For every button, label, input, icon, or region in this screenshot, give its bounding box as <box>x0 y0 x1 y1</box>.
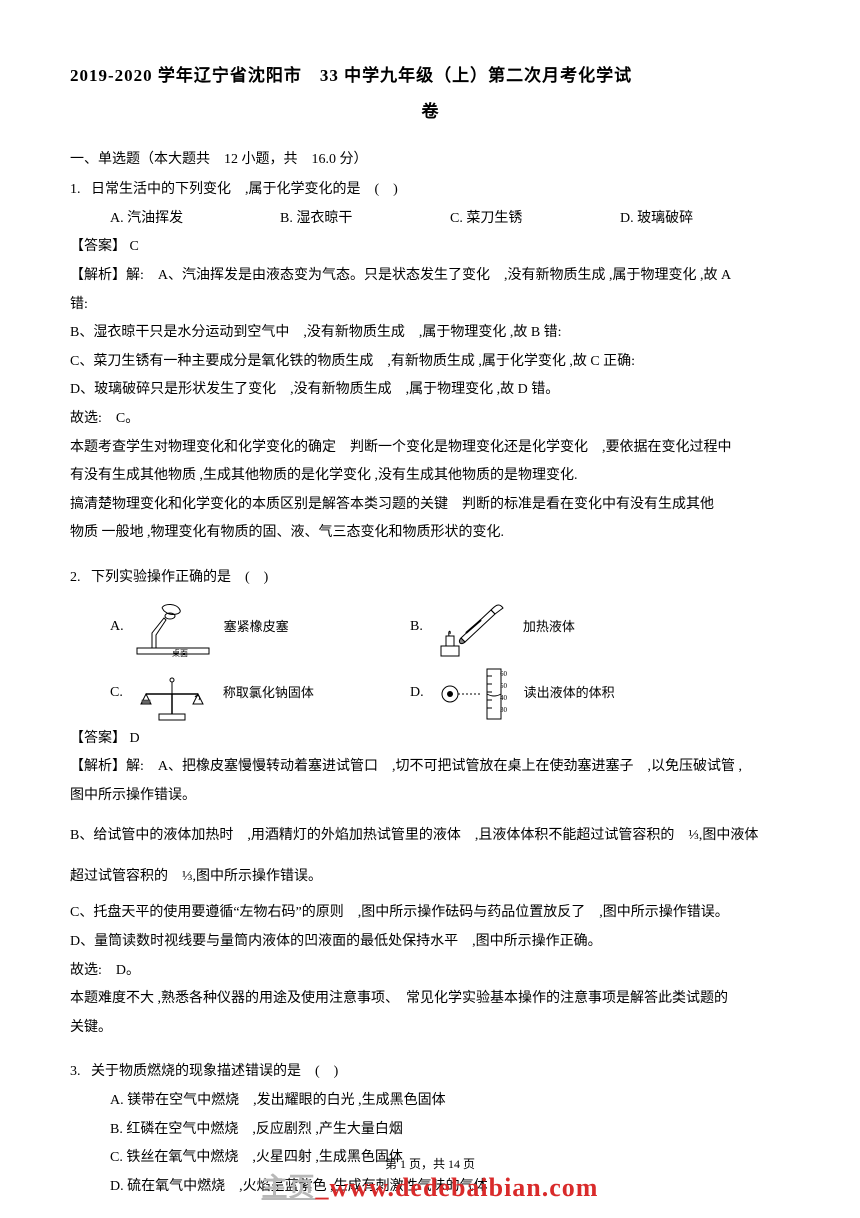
svg-text:50: 50 <box>500 682 508 690</box>
q2-opt-c-label: C. <box>110 680 123 707</box>
q1-expl-2: B、湿衣晾干只是水分运动到空气中 ,没有新物质生成 ,属于物理变化 ,故 B 错… <box>70 320 790 347</box>
q3-opt-b: B. 红磷在空气中燃烧 ,反应剧烈 ,产生大量白烟 <box>110 1117 790 1144</box>
q2-opt-b-text: 加热液体 <box>523 615 575 640</box>
q1-expl-1b: 错: <box>70 292 790 319</box>
q2-opt-d-label: D. <box>410 680 424 707</box>
q2-answer: 【答案】 D <box>70 726 790 753</box>
exam-title-line2: 卷 <box>70 96 790 128</box>
q1-opt-c: C. 菜刀生锈 <box>450 206 620 233</box>
q2-expl-4: C、托盘天平的使用要遵循“左物右码”的原则 ,图中所示操作砝码与药品位置放反了 … <box>70 900 790 927</box>
balance-scale-diagram-icon <box>131 664 213 724</box>
q2-expl-1b: 图中所示操作错误。 <box>70 783 790 810</box>
q2-opt-a: A. 桌面 塞紧橡皮塞 <box>110 598 410 658</box>
q2-expl-5: D、量筒读数时视线要与量筒内液体的凹液面的最低处保持水平 ,图中所示操作正确。 <box>70 929 790 956</box>
q2-opt-d: D. 60 50 40 30 读出液体的体积 <box>410 664 710 724</box>
q1-number: 1. <box>70 182 81 197</box>
q1-expl-4: D、玻璃破碎只是形状发生了变化 ,没有新物质生成 ,属于物理变化 ,故 D 错。 <box>70 377 790 404</box>
q1-stem: 1. 日常生活中的下列变化 ,属于化学变化的是 ( ) <box>70 177 790 204</box>
q1-expl-6: 本题考查学生对物理变化和化学变化的确定 判断一个变化是物理变化还是化学变化 ,要… <box>70 435 790 462</box>
q3-opt-a: A. 镁带在空气中燃烧 ,发出耀眼的白光 ,生成黑色固体 <box>110 1088 790 1115</box>
svg-text:30: 30 <box>500 706 508 714</box>
q1-expl-7: 有没有生成其他物质 ,生成其他物质的是化学变化 ,没有生成其他物质的是物理变化. <box>70 463 790 490</box>
q1-expl-5: 故选: C。 <box>70 406 790 433</box>
graduated-cylinder-diagram-icon: 60 50 40 30 <box>432 664 514 724</box>
q1-opt-a: A. 汽油挥发 <box>110 206 280 233</box>
q2-opt-c-text: 称取氯化钠固体 <box>223 681 314 706</box>
brand-red: _www.dedebaibian.com <box>316 1173 599 1202</box>
svg-text:60: 60 <box>500 670 508 678</box>
q1-expl-8: 搞清楚物理变化和化学变化的本质区别是解答本类习题的关键 判断的标准是看在变化中有… <box>70 492 790 519</box>
q2-expl-7: 本题难度不大 ,熟悉各种仪器的用途及使用注意事项、 常见化学实验基本操作的注意事… <box>70 986 790 1013</box>
exam-title-line1: 2019-2020 学年辽宁省沈阳市 33 中学九年级（上）第二次月考化学试 <box>70 60 790 92</box>
brand-gray: 主页 <box>262 1173 316 1202</box>
q2-options-row1: A. 桌面 塞紧橡皮塞 B. 加热液体 <box>70 598 790 658</box>
q3-number: 3. <box>70 1064 81 1079</box>
q1-expl-3: C、菜刀生锈有一种主要成分是氧化铁的物质生成 ,有新物质生成 ,属于化学变化 ,… <box>70 349 790 376</box>
q2-stem-text: 下列实验操作正确的是 ( ) <box>91 570 268 585</box>
q3-stem: 3. 关于物质燃烧的现象描述错误的是 ( ) <box>70 1059 790 1086</box>
stopper-diagram-icon: 桌面 <box>132 598 214 658</box>
q2-opt-c: C. 称取氯化钠固体 <box>110 664 410 724</box>
q2-opt-b: B. 加热液体 <box>410 598 710 658</box>
q1-opt-d: D. 玻璃破碎 <box>620 206 790 233</box>
q2-expl-8: 关键。 <box>70 1015 790 1042</box>
q2-opt-b-label: B. <box>410 614 423 641</box>
q2-expl-3: 超过试管容积的 ⅓,图中所示操作错误。 <box>70 864 790 891</box>
q1-options: A. 汽油挥发 B. 湿衣晾干 C. 菜刀生锈 D. 玻璃破碎 <box>70 206 790 233</box>
q1-expl-1: 【解析】解: A、汽油挥发是由液态变为气态。只是状态发生了变化 ,没有新物质生成… <box>70 263 790 290</box>
q1-expl-9: 物质 一般地 ,物理变化有物质的固、液、气三态变化和物质形状的变化. <box>70 520 790 547</box>
q2-expl-2: B、给试管中的液体加热时 ,用酒精灯的外焰加热试管里的液体 ,且液体体积不能超过… <box>70 823 790 850</box>
q1-opt-b: B. 湿衣晾干 <box>280 206 450 233</box>
svg-text:桌面: 桌面 <box>172 648 188 658</box>
section-header: 一、单选题（本大题共 12 小题，共 16.0 分） <box>70 147 790 174</box>
heating-liquid-diagram-icon <box>431 598 513 658</box>
q1-stem-text: 日常生活中的下列变化 ,属于化学变化的是 ( ) <box>91 182 398 197</box>
q2-options-row2: C. 称取氯化钠固体 D. <box>70 664 790 724</box>
q3-stem-text: 关于物质燃烧的现象描述错误的是 ( ) <box>91 1064 338 1079</box>
q2-stem: 2. 下列实验操作正确的是 ( ) <box>70 565 790 592</box>
q2-opt-d-text: 读出液体的体积 <box>524 681 615 706</box>
q2-expl-1: 【解析】解: A、把橡皮塞慢慢转动着塞进试管口 ,切不可把试管放在桌上在使劲塞进… <box>70 754 790 781</box>
q2-number: 2. <box>70 570 81 585</box>
q2-opt-a-text: 塞紧橡皮塞 <box>224 615 289 640</box>
q2-opt-a-label: A. <box>110 614 124 641</box>
svg-text:40: 40 <box>500 694 508 702</box>
q1-answer: 【答案】 C <box>70 234 790 261</box>
q2-expl-6: 故选: D。 <box>70 958 790 985</box>
brand-footer: 主页_www.dedebaibian.com <box>0 1163 860 1212</box>
